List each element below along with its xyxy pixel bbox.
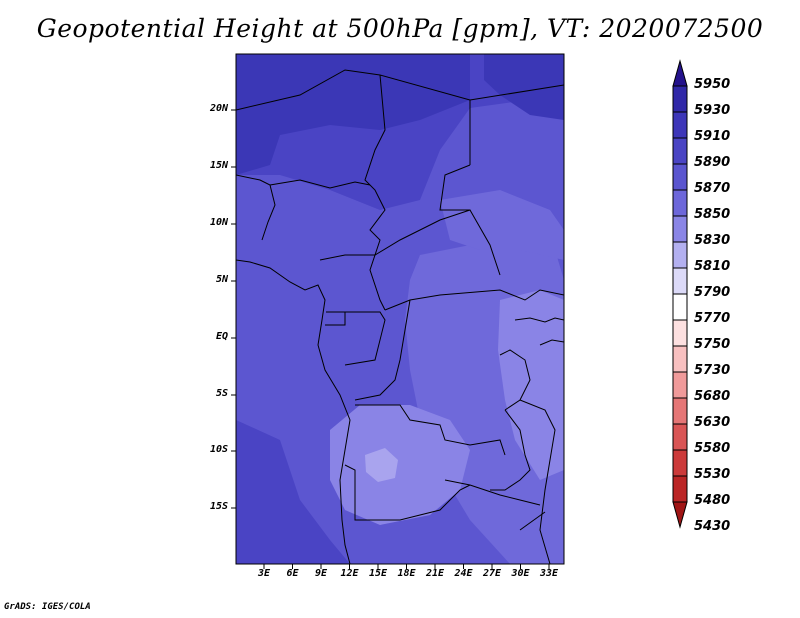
latitude-label: 10N: [209, 217, 228, 228]
colorbar: [672, 59, 688, 529]
border-line: [319, 209, 501, 276]
latitude-label: EQ: [215, 331, 228, 342]
colorbar-swatch: [672, 85, 688, 113]
colorbar-level-label: 5910: [694, 129, 731, 144]
height-field: [236, 54, 564, 564]
colorbar-level-label: 5530: [694, 467, 731, 482]
colorbar-level-label: 5770: [694, 311, 731, 326]
chart-title: Geopotential Height at 500hPa [gpm], VT:…: [36, 14, 764, 43]
border-line: [344, 311, 386, 366]
colorbar-swatch: [672, 475, 688, 503]
border-line: [355, 404, 506, 456]
longitude-label: 6E: [286, 568, 299, 579]
border-line: [514, 317, 564, 323]
border-line: [354, 299, 411, 401]
height-zone-5870-southwest: [236, 420, 350, 564]
border-line: [439, 164, 471, 211]
colorbar-swatch: [672, 267, 688, 295]
colorbar-level-label: 5430: [694, 519, 731, 534]
longitude-label: 30E: [511, 568, 530, 579]
map-frame: [235, 53, 565, 565]
border-line: [499, 349, 531, 411]
colorbar-level-label: 5850: [694, 207, 731, 222]
colorbar-level-label: 5830: [694, 233, 731, 248]
colorbar-level-label: 5950: [694, 77, 731, 92]
colorbar-swatch: [672, 111, 688, 139]
colorbar-swatch: [672, 293, 688, 321]
colorbar-level-label: 5480: [694, 493, 731, 508]
height-zone-5810-south: [365, 448, 398, 482]
longitude-label: 9E: [314, 568, 328, 579]
latitude-label: 15S: [209, 501, 228, 512]
longitude-label: 12E: [340, 568, 359, 579]
colorbar-swatch: [672, 319, 688, 347]
colorbar-swatch: [672, 397, 688, 425]
colorbar-swatch: [672, 215, 688, 243]
colorbar-level-label: 5890: [694, 155, 731, 170]
colorbar-level-label: 5630: [694, 415, 731, 430]
colorbar-swatch: [672, 137, 688, 165]
border-line: [364, 74, 386, 311]
colorbar-swatch: [672, 423, 688, 451]
height-zone-5830-south: [330, 405, 470, 525]
border-line: [236, 174, 276, 241]
longitude-label: 33E: [539, 568, 559, 579]
colorbar-level-label: 5930: [694, 103, 731, 118]
border-line: [519, 399, 556, 564]
longitude-label: 15E: [368, 568, 388, 579]
border-line: [539, 339, 564, 346]
longitude-label: 3E: [257, 568, 271, 579]
border-line: [490, 409, 531, 491]
colorbar-level-label: 5680: [694, 389, 731, 404]
border-line: [269, 179, 371, 189]
latitude-label: 5S: [215, 388, 228, 399]
border-line: [469, 84, 564, 101]
border-line: [236, 261, 237, 262]
height-zone-5810-east: [498, 290, 564, 480]
latitude-ticks: [231, 109, 236, 509]
border-line: [325, 311, 346, 326]
country-borders: [236, 69, 564, 564]
grads-credit: GrADS: IGES/COLA: [4, 602, 91, 612]
colorbar-level-label: 5790: [694, 285, 731, 300]
latitude-label: 15N: [209, 160, 228, 171]
longitude-label: 18E: [397, 568, 416, 579]
colorbar-swatch: [672, 241, 688, 269]
longitude-ticks: [263, 564, 550, 569]
height-zone-5830-northcentral: [440, 190, 564, 260]
colorbar-bottom-arrow: [672, 501, 688, 529]
colorbar-swatch: [672, 449, 688, 477]
latitude-label: 10S: [209, 444, 228, 455]
height-zone-5890-northeast: [484, 54, 564, 120]
longitude-label: 27E: [482, 568, 502, 579]
colorbar-level-label: 5750: [694, 337, 731, 352]
colorbar-level-label: 5810: [694, 259, 731, 274]
colorbar-swatch: [672, 189, 688, 217]
latitude-label: 5N: [215, 274, 228, 285]
colorbar-level-label: 5870: [694, 181, 731, 196]
colorbar-level-label: 5580: [694, 441, 731, 456]
border-line: [236, 69, 471, 165]
border-line: [519, 511, 546, 531]
colorbar-swatch: [672, 345, 688, 373]
border-line: [344, 464, 471, 521]
latitude-label: 20N: [209, 103, 228, 114]
longitude-label: 24E: [454, 568, 473, 579]
border-line: [444, 479, 541, 506]
colorbar-top-arrow: [672, 59, 688, 87]
west-africa-coastline: [236, 259, 351, 564]
colorbar-swatch: [672, 163, 688, 191]
colorbar-swatch: [672, 371, 688, 399]
longitude-label: 21E: [425, 568, 445, 579]
colorbar-level-label: 5730: [694, 363, 731, 378]
